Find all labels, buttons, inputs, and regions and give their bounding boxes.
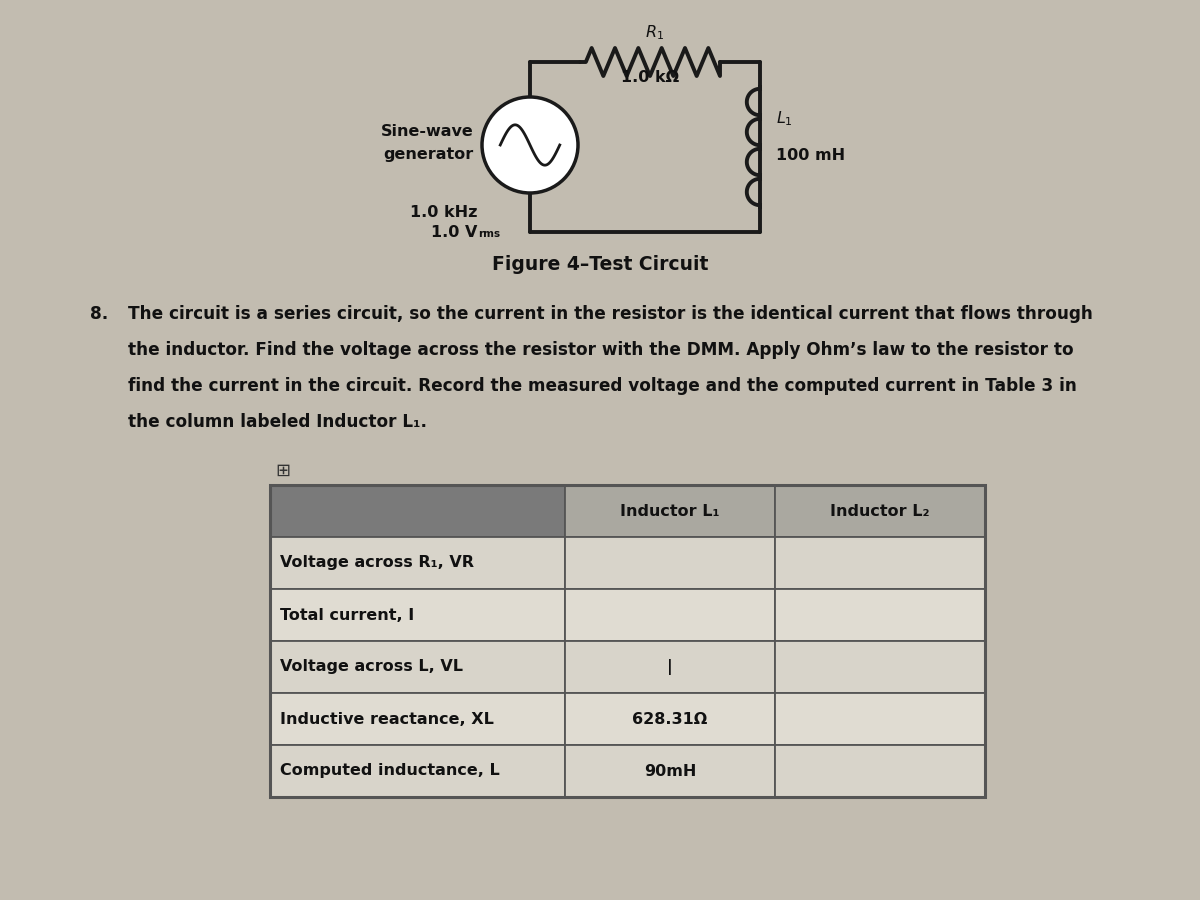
Bar bbox=[775, 693, 985, 745]
Bar bbox=[565, 589, 775, 641]
Text: |: | bbox=[667, 659, 673, 675]
Text: ⊞: ⊞ bbox=[275, 462, 290, 480]
Bar bbox=[270, 485, 985, 797]
Bar bbox=[270, 641, 565, 693]
Text: 1.0 V: 1.0 V bbox=[431, 225, 478, 240]
Bar bbox=[565, 537, 775, 589]
Text: Inductor L₁: Inductor L₁ bbox=[620, 503, 720, 518]
Bar bbox=[565, 641, 775, 693]
Text: Voltage across R₁, VR: Voltage across R₁, VR bbox=[280, 555, 474, 571]
Bar bbox=[565, 485, 775, 537]
Bar bbox=[270, 589, 565, 641]
Text: 100 mH: 100 mH bbox=[776, 148, 845, 163]
Bar bbox=[565, 693, 775, 745]
Text: $R_1$: $R_1$ bbox=[646, 23, 665, 42]
Bar bbox=[270, 745, 565, 797]
Text: the column labeled Inductor L₁.: the column labeled Inductor L₁. bbox=[128, 413, 427, 431]
Bar bbox=[775, 745, 985, 797]
Text: Figure 4–Test Circuit: Figure 4–Test Circuit bbox=[492, 256, 708, 274]
Text: rms: rms bbox=[478, 229, 500, 239]
Text: $L_1$: $L_1$ bbox=[776, 110, 793, 129]
Text: the inductor. Find the voltage across the resistor with the DMM. Apply Ohm’s law: the inductor. Find the voltage across th… bbox=[128, 341, 1074, 359]
Text: Sine-wave: Sine-wave bbox=[382, 123, 474, 139]
Bar bbox=[270, 537, 565, 589]
Text: find the current in the circuit. Record the measured voltage and the computed cu: find the current in the circuit. Record … bbox=[128, 377, 1076, 395]
Text: 90mH: 90mH bbox=[644, 763, 696, 778]
Text: 628.31Ω: 628.31Ω bbox=[632, 712, 708, 726]
Text: Total current, I: Total current, I bbox=[280, 608, 414, 623]
Text: Voltage across L, VL: Voltage across L, VL bbox=[280, 660, 463, 674]
Bar bbox=[775, 641, 985, 693]
Bar bbox=[270, 693, 565, 745]
Circle shape bbox=[482, 97, 578, 193]
Text: 1.0 kΩ: 1.0 kΩ bbox=[620, 70, 679, 85]
Bar bbox=[775, 589, 985, 641]
Text: Inductor L₂: Inductor L₂ bbox=[830, 503, 930, 518]
Bar bbox=[775, 485, 985, 537]
Bar bbox=[270, 485, 565, 537]
Text: Computed inductance, L: Computed inductance, L bbox=[280, 763, 499, 778]
Text: 8.: 8. bbox=[90, 305, 108, 323]
Text: generator: generator bbox=[384, 148, 474, 163]
Bar bbox=[775, 537, 985, 589]
Text: The circuit is a series circuit, so the current in the resistor is the identical: The circuit is a series circuit, so the … bbox=[128, 305, 1093, 323]
Bar bbox=[565, 745, 775, 797]
Text: Inductive reactance, XL: Inductive reactance, XL bbox=[280, 712, 494, 726]
Text: 1.0 kHz: 1.0 kHz bbox=[409, 205, 478, 220]
